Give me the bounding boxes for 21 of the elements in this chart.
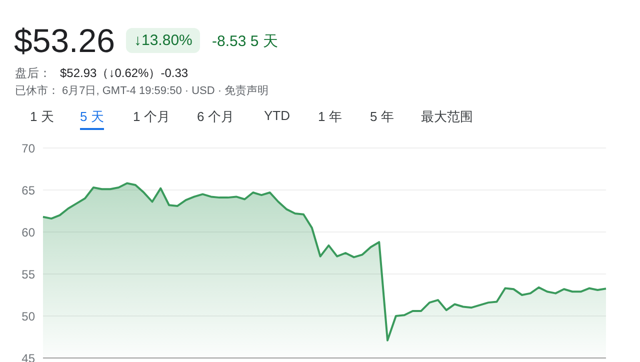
- text: 1 年: [318, 108, 342, 126]
- y-tick-label: 70: [22, 141, 36, 156]
- y-tick-label: 60: [22, 225, 36, 240]
- text: $52.93（↓0.62%）-0.33: [60, 65, 188, 82]
- chart-title: $53.26: [14, 22, 115, 60]
- text: 5 天: [80, 108, 104, 130]
- y-tick-label: 50: [22, 309, 36, 324]
- text: YTD: [264, 108, 290, 125]
- y-tick-label: 65: [22, 183, 36, 198]
- text: ↓13.80%: [126, 28, 200, 53]
- text: 盘后：: [15, 65, 51, 82]
- text: 5 年: [370, 108, 394, 126]
- y-tick-label: 45: [22, 351, 36, 362]
- y-tick-label: 55: [22, 267, 36, 282]
- text: 1 天: [30, 108, 54, 126]
- text: 6 个月: [197, 108, 234, 126]
- text: 已休市：: [15, 84, 59, 98]
- text: -8.53 5 天: [212, 32, 278, 51]
- text: 最大范围: [421, 108, 473, 126]
- text: 1 个月: [133, 108, 170, 126]
- text: 6月7日, GMT-4 19:59:50 · USD · 免责声明: [62, 84, 269, 98]
